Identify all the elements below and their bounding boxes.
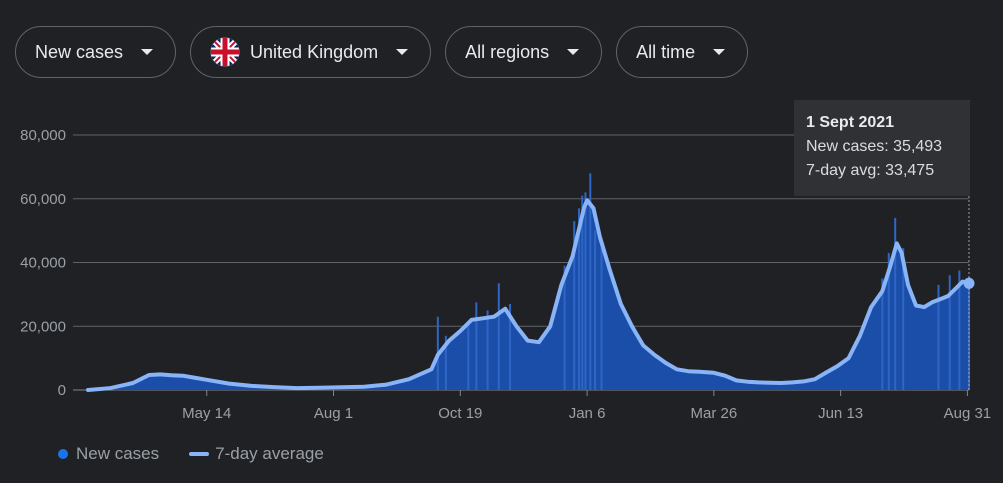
uk-flag-icon [210,37,240,67]
avg-line-legend-icon [189,452,210,456]
filter-bar: New cases United Kingdom All regions All ti… [15,26,749,78]
tooltip-7day-avg: 7-day avg: 33,475 [806,162,935,179]
y-tick-label: 60,000 [20,191,66,208]
regions-dropdown[interactable]: All regions [445,26,603,78]
new-cases-area [88,200,969,390]
y-tick-label: 20,000 [20,318,66,335]
x-tick-label: May 14 [182,405,231,422]
filter-label: All time [636,41,696,62]
y-tick-label: 0 [58,382,66,399]
avg-line [86,198,971,392]
caret-down-icon [567,49,580,55]
caret-down-icon [141,49,154,55]
chart-legend: New cases 7-day average [58,444,324,464]
legend-new-cases: New cases [76,444,160,463]
y-tick-label: 40,000 [20,255,66,272]
chart-tooltip: 1 Sept 2021 New cases: 35,493 7-day avg:… [794,100,970,196]
filter-label: United Kingdom [250,41,379,62]
tooltip-date: 1 Sept 2021 [806,114,895,131]
hover-point [963,277,975,289]
x-tick-label: Jun 13 [818,405,863,422]
country-dropdown[interactable]: United Kingdom [190,26,432,78]
filter-label: All regions [465,41,550,62]
time-range-dropdown[interactable]: All time [616,26,749,78]
caret-down-icon [396,49,409,55]
x-tick-label: Oct 19 [438,405,482,422]
filter-label: New cases [35,41,124,62]
y-tick-label: 80,000 [20,127,66,144]
legend-7day-average: 7-day average [215,444,324,463]
x-tick-label: Aug 31 [944,405,992,422]
x-tick-label: Aug 1 [314,405,353,422]
new-cases-legend-icon [58,449,68,459]
caret-down-icon [713,49,726,55]
x-tick-label: Mar 26 [691,405,738,422]
tooltip-new-cases: New cases: 35,493 [806,138,943,155]
x-tick-label: Jan 6 [569,405,606,422]
new-cases-dropdown[interactable]: New cases [15,26,177,78]
cases-chart[interactable]: 0 20,000 40,000 60,000 80,000 May 14 Aug 1 Oct … [0,90,1003,425]
